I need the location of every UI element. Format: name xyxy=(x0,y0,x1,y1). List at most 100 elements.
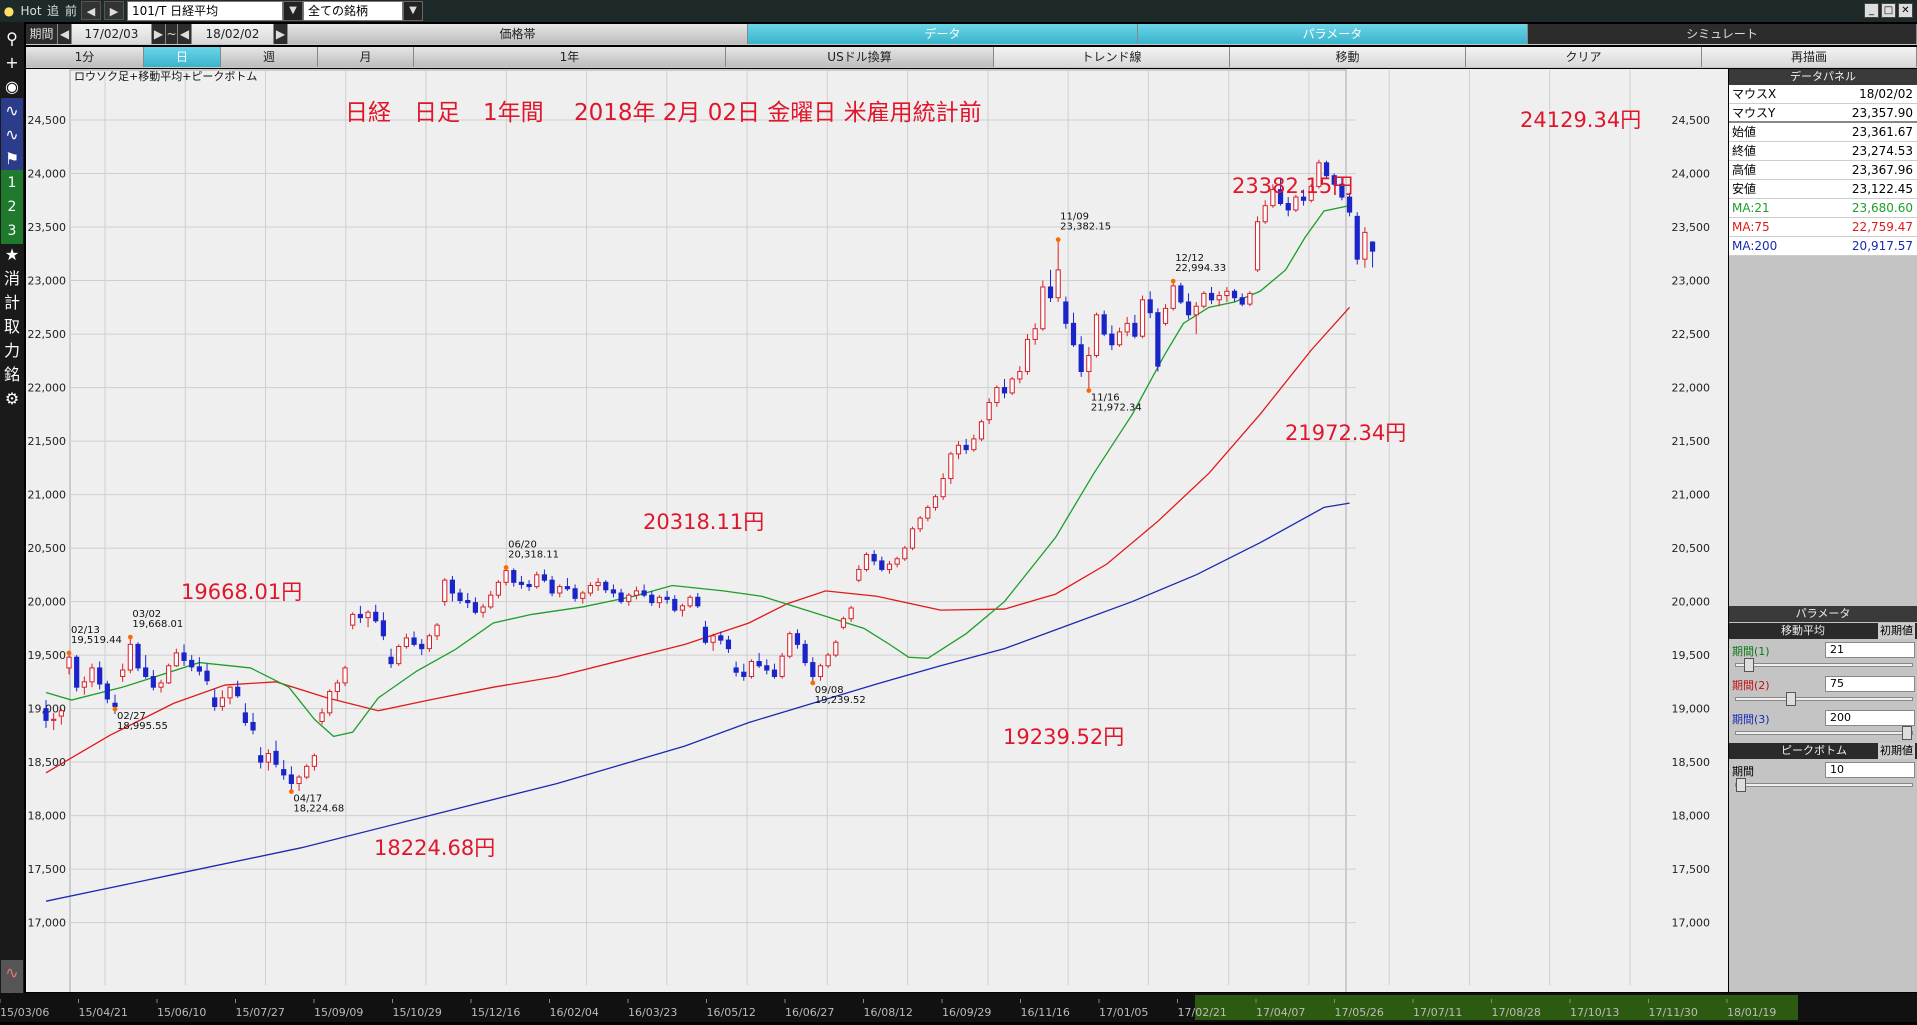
svg-text:18,224.68: 18,224.68 xyxy=(293,804,344,815)
timeline-scrollbar[interactable]: 15/03/06 15/04/21 15/06/10 15/07/27 15/09/09… xyxy=(0,993,1917,1022)
forward-arrow-icon[interactable]: ▶ xyxy=(104,1,124,20)
ma-period-slider[interactable] xyxy=(1735,658,1913,672)
plus-icon[interactable]: + xyxy=(5,53,19,72)
candle xyxy=(281,759,287,780)
search-icon[interactable]: ⚲ xyxy=(6,29,18,48)
candle xyxy=(909,526,916,551)
line-chart-icon[interactable]: ∿ xyxy=(1,960,23,986)
tool-button[interactable]: 3 xyxy=(1,218,23,244)
tab-simulate[interactable]: シミュレート xyxy=(1528,24,1917,44)
close-icon[interactable]: ✕ xyxy=(1898,3,1913,18)
timeline-label: 17/07/11 xyxy=(1413,1006,1462,1019)
tab-parameter[interactable]: パラメータ xyxy=(1138,24,1528,44)
interval-1min[interactable]: 1分 xyxy=(26,47,144,67)
candle xyxy=(1308,184,1314,203)
pb-reset-button[interactable]: 初期値 xyxy=(1878,743,1915,759)
candle xyxy=(1193,301,1199,335)
bulb-icon[interactable]: ● xyxy=(3,4,15,18)
tool-button[interactable]: 力 xyxy=(3,341,20,360)
ma-period-label: 期間(3) xyxy=(1732,713,1770,726)
interval-month[interactable]: 月 xyxy=(318,47,414,67)
candle xyxy=(311,753,317,771)
ma-period-input[interactable]: 75 xyxy=(1825,676,1915,692)
candle xyxy=(219,690,225,711)
candle xyxy=(1070,312,1077,347)
camera-icon[interactable]: ◉ xyxy=(5,77,19,96)
y-tick-left: 19,500 xyxy=(28,649,67,662)
data-row: 高値 23,367.96 xyxy=(1729,161,1917,180)
interval-day[interactable]: 日 xyxy=(144,47,221,67)
tool-button[interactable]: 消 xyxy=(3,269,20,288)
trendline-button[interactable]: トレンド線 xyxy=(994,47,1230,67)
candle xyxy=(649,590,655,606)
pb-period-slider[interactable] xyxy=(1735,778,1913,792)
date-to-next-icon[interactable]: ▶ xyxy=(274,24,288,44)
candle xyxy=(89,663,95,688)
line-chart-icon[interactable]: ∿ xyxy=(1,98,23,124)
slider-thumb[interactable] xyxy=(1785,692,1796,706)
redraw-button[interactable]: 再描画 xyxy=(1702,47,1917,67)
ma-period-input[interactable]: 21 xyxy=(1825,642,1915,658)
ma21-line xyxy=(45,205,1350,738)
slider-thumb[interactable] xyxy=(1902,726,1912,740)
candle xyxy=(449,575,456,602)
candle xyxy=(894,556,900,568)
hot-button[interactable]: Hot xyxy=(20,4,42,18)
ma-period-slider[interactable] xyxy=(1735,726,1913,740)
candle xyxy=(710,633,716,651)
maximize-icon[interactable]: □ xyxy=(1881,3,1896,18)
chevron-down-icon[interactable]: ▼ xyxy=(403,1,423,21)
usd-convert-button[interactable]: USドル換算 xyxy=(726,47,994,67)
minimize-icon[interactable]: _ xyxy=(1864,3,1879,18)
date-from-input[interactable]: 17/02/03 xyxy=(72,24,152,44)
candle xyxy=(350,612,356,630)
universe-combo[interactable]: 全ての銘柄 xyxy=(303,1,403,21)
date-from-prev-icon[interactable]: ◀ xyxy=(58,24,72,44)
tab-price-band[interactable]: 価格帯 xyxy=(288,24,748,44)
y-tick-right: 18,000 xyxy=(1672,810,1711,823)
visible-range-highlight[interactable] xyxy=(1195,995,1798,1020)
tool-button[interactable]: 1 xyxy=(1,170,23,196)
ma-period-slider[interactable] xyxy=(1735,692,1913,706)
flag-icon[interactable]: ⚑ xyxy=(1,146,23,172)
y-tick-right: 21,000 xyxy=(1672,489,1711,502)
star-icon[interactable]: ★ xyxy=(4,245,20,264)
candle xyxy=(1346,192,1353,217)
candle xyxy=(879,556,885,572)
tool-button[interactable]: 2 xyxy=(1,194,23,220)
candlestick-chart[interactable]: 24,500 24,500 24,000 24,000 23,500 23,500 23,0… xyxy=(26,69,1728,992)
tab-data[interactable]: データ xyxy=(748,24,1138,44)
ma-reset-button[interactable]: 初期値 xyxy=(1878,623,1915,639)
back-arrow-icon[interactable]: ◀ xyxy=(81,1,101,20)
tool-button[interactable]: 取 xyxy=(3,317,20,336)
slider-thumb[interactable] xyxy=(1736,778,1746,792)
chart-area[interactable]: 24,500 24,500 24,000 24,000 23,500 23,500 23,0… xyxy=(26,69,1728,992)
date-to-prev-icon[interactable]: ◀ xyxy=(178,24,192,44)
interval-week[interactable]: 週 xyxy=(221,47,318,67)
gear-icon[interactable]: ⚙ xyxy=(4,389,20,408)
move-button[interactable]: 移動 xyxy=(1230,47,1466,67)
clear-button[interactable]: クリア xyxy=(1466,47,1702,67)
tool-button[interactable]: 計 xyxy=(3,293,20,312)
tool-button[interactable]: 銘 xyxy=(3,365,20,384)
symbol-combo[interactable]: 101/T 日経平均 xyxy=(127,1,283,21)
ma200-line xyxy=(45,502,1350,902)
date-from-next-icon[interactable]: ▶ xyxy=(152,24,166,44)
svg-text:12/12: 12/12 xyxy=(1175,253,1204,264)
chevron-down-icon[interactable]: ▼ xyxy=(283,1,303,21)
slider-thumb[interactable] xyxy=(1744,658,1755,672)
candle xyxy=(196,657,202,676)
interval-1year[interactable]: 1年 xyxy=(414,47,726,67)
ma-period-input[interactable]: 200 xyxy=(1825,710,1915,726)
candle xyxy=(373,604,379,623)
date-to-input[interactable]: 18/02/02 xyxy=(192,24,274,44)
tsui-button[interactable]: 追 xyxy=(46,4,59,18)
price-annotation: 19668.01円 xyxy=(181,580,302,604)
timeline-axis[interactable]: 15/03/06 15/04/21 15/06/10 15/07/27 15/09/09… xyxy=(0,993,1917,1022)
pb-period-input[interactable]: 10 xyxy=(1825,762,1915,778)
line-chart-alt-icon[interactable]: ∿ xyxy=(1,122,23,148)
mae-button[interactable]: 前 xyxy=(64,4,77,18)
